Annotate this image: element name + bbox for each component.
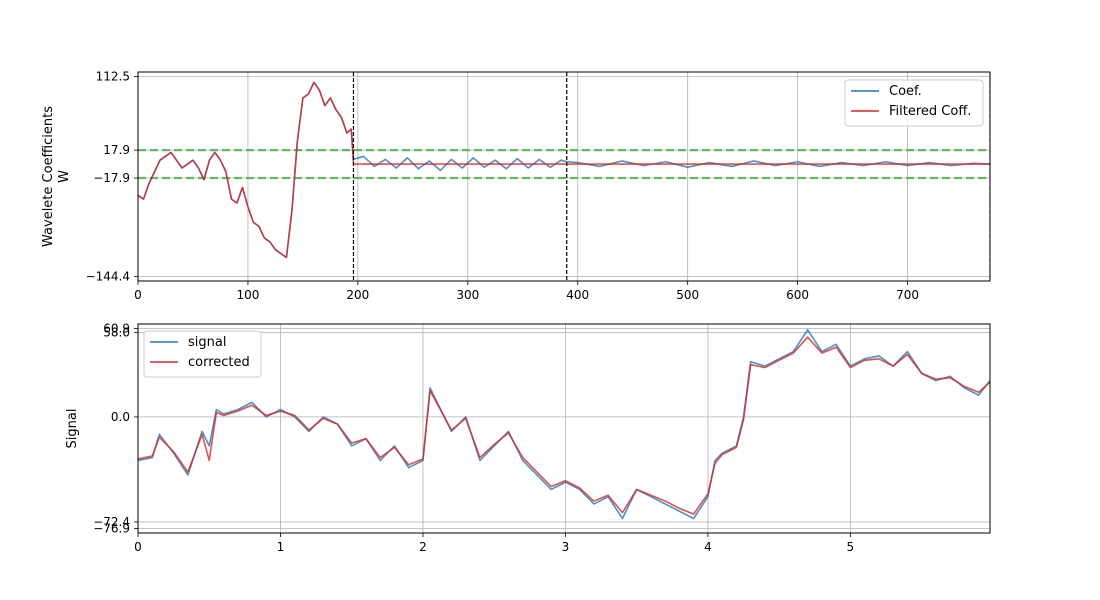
legend-label-filtered: Filtered Coff. bbox=[889, 104, 971, 119]
signal-panel: 0 1 2 3 4 5 60.958.0 0.0 −72.4−76.9 Signal signa… bbox=[65, 321, 991, 554]
y-tick-label: 0.0 bbox=[111, 410, 130, 424]
y-tick-label: −17.9 bbox=[93, 171, 130, 185]
signal-ticks: 0 1 2 3 4 5 60.958.0 0.0 −72.4−76.9 bbox=[93, 321, 854, 554]
x-tick-label: 5 bbox=[847, 540, 855, 554]
coefficients-ylabel-line2: W bbox=[57, 170, 72, 183]
x-tick-label: 500 bbox=[676, 288, 699, 302]
x-tick-label: 0 bbox=[134, 540, 142, 554]
y-tick-label: −144.4 bbox=[86, 269, 130, 283]
x-tick-label: 600 bbox=[786, 288, 809, 302]
coefficients-ylabel-line1: Wavelete Coefficients bbox=[41, 106, 56, 247]
y-tick-label: 60.9 bbox=[103, 321, 130, 335]
coefficients-ticks: 0 100 200 300 400 500 600 700 112.5 17.9 −17.9 −144… bbox=[86, 70, 919, 302]
x-tick-label: 300 bbox=[456, 288, 479, 302]
signal-legend: signal corrected bbox=[143, 330, 262, 378]
signal-axes-frame bbox=[137, 323, 991, 534]
x-tick-label: 100 bbox=[236, 288, 259, 302]
x-tick-label: 2 bbox=[419, 540, 427, 554]
x-tick-label: 1 bbox=[277, 540, 285, 554]
x-tick-label: 400 bbox=[566, 288, 589, 302]
legend-label-signal: signal bbox=[188, 335, 226, 350]
x-tick-label: 700 bbox=[896, 288, 919, 302]
signal-plot-area bbox=[138, 329, 990, 520]
coefficients-plot-area bbox=[138, 72, 990, 281]
y-tick-label: −76.9 bbox=[93, 522, 130, 536]
legend-label-corrected: corrected bbox=[188, 355, 250, 370]
x-tick-label: 4 bbox=[704, 540, 712, 554]
legend-label-coef: Coef. bbox=[889, 84, 922, 99]
coefficients-legend-box bbox=[844, 79, 984, 127]
y-tick-label: −72.4 bbox=[93, 515, 130, 529]
y-tick-label: 17.9 bbox=[103, 143, 130, 157]
coefficients-panel: 0 100 200 300 400 500 600 700 112.5 17.9 −17.9 −144… bbox=[41, 70, 991, 302]
x-tick-label: 3 bbox=[562, 540, 570, 554]
signal-ylabel: Signal bbox=[65, 409, 80, 449]
y-tick-label: 112.5 bbox=[96, 70, 130, 84]
coefficients-legend: Coef. Filtered Coff. bbox=[844, 79, 984, 127]
x-tick-label: 0 bbox=[134, 288, 142, 302]
series-line-1 bbox=[138, 336, 990, 515]
y-tick-label: 58.0 bbox=[103, 326, 130, 340]
series-line-1 bbox=[138, 81, 990, 259]
x-tick-label: 200 bbox=[346, 288, 369, 302]
coefficients-axes-frame bbox=[137, 71, 991, 282]
